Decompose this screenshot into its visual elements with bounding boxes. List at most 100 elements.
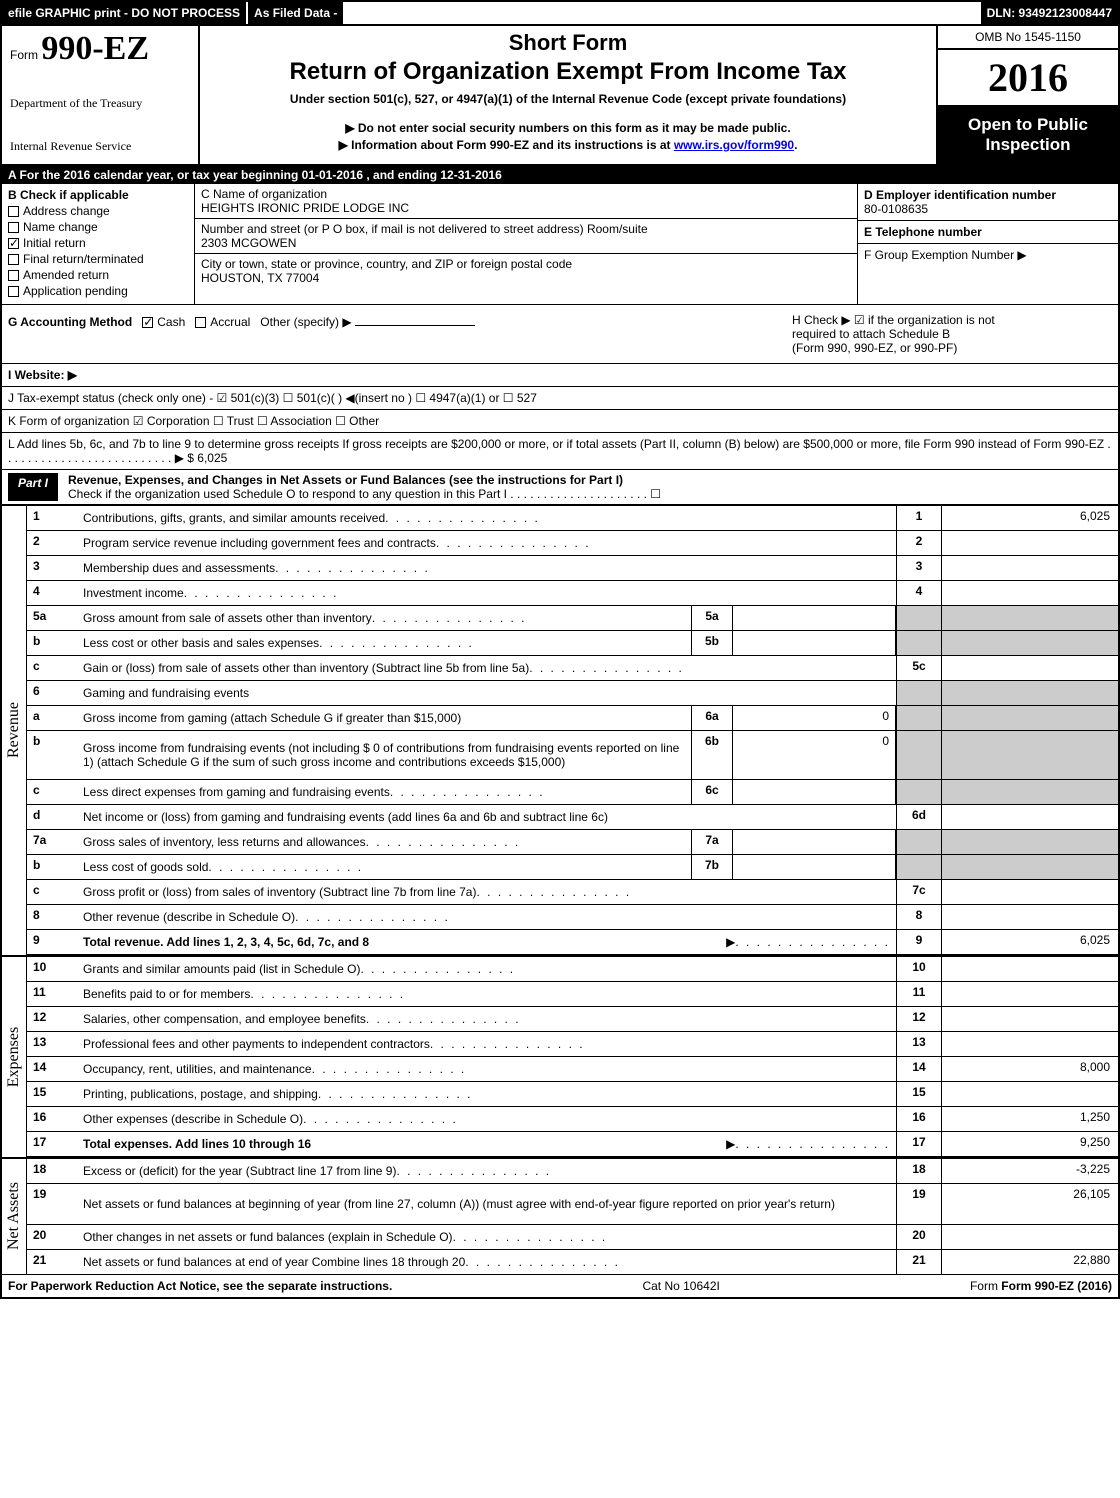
- dln-label: DLN: 93492123008447: [981, 2, 1118, 24]
- section-a-period: A For the 2016 calendar year, or tax yea…: [2, 166, 1118, 184]
- check-amended-return: Amended return: [8, 268, 188, 282]
- expenses-vlabel: Expenses: [2, 957, 27, 1157]
- line-14: 14 Occupancy, rent, utilities, and maint…: [27, 1057, 1118, 1082]
- col-def: D Employer identification number 80-0108…: [857, 184, 1118, 304]
- line-19: 19 Net assets or fund balances at beginn…: [27, 1184, 1118, 1225]
- omb-number: OMB No 1545-1150: [938, 26, 1118, 50]
- form-number: 990-EZ: [41, 30, 149, 67]
- gh-row: G Accounting Method Cash Accrual Other (…: [2, 305, 1118, 364]
- tax-year: 2016: [938, 50, 1118, 107]
- checkbox-icon[interactable]: [8, 206, 19, 217]
- line-18: 18 Excess or (deficit) for the year (Sub…: [27, 1159, 1118, 1184]
- form-title: Return of Organization Exempt From Incom…: [210, 58, 926, 86]
- line-20: 20 Other changes in net assets or fund b…: [27, 1225, 1118, 1250]
- c-name-row: C Name of organization HEIGHTS IRONIC PR…: [195, 184, 857, 219]
- line-16-amount: 1,250: [942, 1107, 1118, 1131]
- line-18-amount: -3,225: [942, 1159, 1118, 1183]
- line-4: 4 Investment income 4: [27, 581, 1118, 606]
- line-21: 21 Net assets or fund balances at end of…: [27, 1250, 1118, 1274]
- line-17-amount: 9,250: [942, 1132, 1118, 1156]
- e-phone: E Telephone number: [858, 221, 1118, 244]
- line-10: 10 Grants and similar amounts paid (list…: [27, 957, 1118, 982]
- part-i-header: Part I Revenue, Expenses, and Changes in…: [2, 470, 1118, 505]
- j-tax-exempt: J Tax-exempt status (check only one) - ☑…: [2, 387, 1118, 410]
- line-1: 1 Contributions, gifts, grants, and simi…: [27, 506, 1118, 531]
- check-name-change: Name change: [8, 220, 188, 234]
- note-info: ▶ Information about Form 990-EZ and its …: [210, 137, 926, 154]
- line-7c: c Gross profit or (loss) from sales of i…: [27, 880, 1118, 905]
- line-7a: 7a Gross sales of inventory, less return…: [27, 830, 1118, 855]
- other-specify-line[interactable]: [355, 325, 475, 326]
- expenses-section: Expenses 10 Grants and similar amounts p…: [2, 955, 1118, 1157]
- note-ssn: ▶ Do not enter social security numbers o…: [210, 120, 926, 137]
- part-i-label: Part I: [8, 473, 58, 501]
- line-21-amount: 22,880: [942, 1250, 1118, 1274]
- org-city: HOUSTON, TX 77004: [201, 271, 851, 285]
- header-notes: ▶ Do not enter social security numbers o…: [210, 120, 926, 154]
- header-right: OMB No 1545-1150 2016 Open to Public Ins…: [936, 26, 1118, 164]
- footer-center: Cat No 10642I: [642, 1279, 719, 1293]
- line-5a: 5a Gross amount from sale of assets othe…: [27, 606, 1118, 631]
- g-accounting: G Accounting Method Cash Accrual Other (…: [2, 305, 786, 363]
- part-i-sub: Check if the organization used Schedule …: [68, 487, 661, 501]
- checkbox-icon[interactable]: [8, 238, 19, 249]
- checkbox-icon[interactable]: [8, 270, 19, 281]
- bcdef-block: B Check if applicable Address change Nam…: [2, 184, 1118, 305]
- line-7b: b Less cost of goods sold 7b: [27, 855, 1118, 880]
- checkbox-icon[interactable]: [195, 317, 206, 328]
- open-to-public: Open to Public Inspection: [938, 107, 1118, 164]
- check-final-return: Final return/terminated: [8, 252, 188, 266]
- checkbox-icon[interactable]: [8, 286, 19, 297]
- i-website: I Website: ▶: [2, 364, 1118, 387]
- header-left: Form 990-EZ Department of the Treasury I…: [2, 26, 200, 164]
- revenue-section: Revenue 1 Contributions, gifts, grants, …: [2, 505, 1118, 955]
- line-9: 9 Total revenue. Add lines 1, 2, 3, 4, 5…: [27, 930, 1118, 955]
- checkbox-icon[interactable]: [142, 317, 153, 328]
- line-5c: c Gain or (loss) from sale of assets oth…: [27, 656, 1118, 681]
- ein-value: 80-0108635: [864, 202, 1112, 216]
- c-street-row: Number and street (or P O box, if mail i…: [195, 219, 857, 254]
- topbar: efile GRAPHIC print - DO NOT PROCESS As …: [2, 2, 1118, 26]
- k-form-org: K Form of organization ☑ Corporation ☐ T…: [2, 410, 1118, 433]
- line-2: 2 Program service revenue including gove…: [27, 531, 1118, 556]
- check-application-pending: Application pending: [8, 284, 188, 298]
- f-group: F Group Exemption Number ▶: [858, 244, 1118, 266]
- org-street: 2303 MCGOWEN: [201, 236, 851, 250]
- line-17: 17 Total expenses. Add lines 10 through …: [27, 1132, 1118, 1157]
- netassets-vlabel: Net Assets: [2, 1159, 27, 1274]
- b-title: B Check if applicable: [8, 188, 188, 202]
- line-6: 6 Gaming and fundraising events: [27, 681, 1118, 706]
- line-11: 11 Benefits paid to or for members 11: [27, 982, 1118, 1007]
- checkbox-icon[interactable]: [8, 222, 19, 233]
- checkbox-icon[interactable]: [8, 254, 19, 265]
- line-12: 12 Salaries, other compensation, and emp…: [27, 1007, 1118, 1032]
- h-schedule-b: H Check ▶ ☑ if the organization is not r…: [786, 305, 1118, 363]
- col-b-checks: B Check if applicable Address change Nam…: [2, 184, 195, 304]
- line-19-amount: 26,105: [942, 1184, 1118, 1224]
- line-9-amount: 6,025: [942, 930, 1118, 954]
- line-6c: c Less direct expenses from gaming and f…: [27, 780, 1118, 805]
- under-section: Under section 501(c), 527, or 4947(a)(1)…: [210, 92, 926, 106]
- footer-right: Form Form 990-EZ (2016): [970, 1279, 1112, 1293]
- line-6b: b Gross income from fundraising events (…: [27, 731, 1118, 780]
- header-center: Short Form Return of Organization Exempt…: [200, 26, 936, 164]
- d-ein: D Employer identification number 80-0108…: [858, 184, 1118, 221]
- footer-left: For Paperwork Reduction Act Notice, see …: [8, 1279, 392, 1293]
- col-c-org: C Name of organization HEIGHTS IRONIC PR…: [195, 184, 857, 304]
- irs-link[interactable]: www.irs.gov/form990: [674, 138, 794, 152]
- form-prefix: Form: [10, 48, 38, 62]
- c-city-row: City or town, state or province, country…: [195, 254, 857, 288]
- line-3: 3 Membership dues and assessments 3: [27, 556, 1118, 581]
- line-6a: a Gross income from gaming (attach Sched…: [27, 706, 1118, 731]
- line-13: 13 Professional fees and other payments …: [27, 1032, 1118, 1057]
- part-i-title: Revenue, Expenses, and Changes in Net As…: [68, 473, 623, 487]
- short-form-title: Short Form: [210, 30, 926, 56]
- irs-label: Internal Revenue Service: [10, 139, 190, 154]
- net-assets-section: Net Assets 18 Excess or (deficit) for th…: [2, 1157, 1118, 1274]
- line-16: 16 Other expenses (describe in Schedule …: [27, 1107, 1118, 1132]
- header-block: Form 990-EZ Department of the Treasury I…: [2, 26, 1118, 166]
- org-name: HEIGHTS IRONIC PRIDE LODGE INC: [201, 201, 851, 215]
- revenue-vlabel: Revenue: [2, 506, 27, 955]
- line-5b: b Less cost or other basis and sales exp…: [27, 631, 1118, 656]
- line-14-amount: 8,000: [942, 1057, 1118, 1081]
